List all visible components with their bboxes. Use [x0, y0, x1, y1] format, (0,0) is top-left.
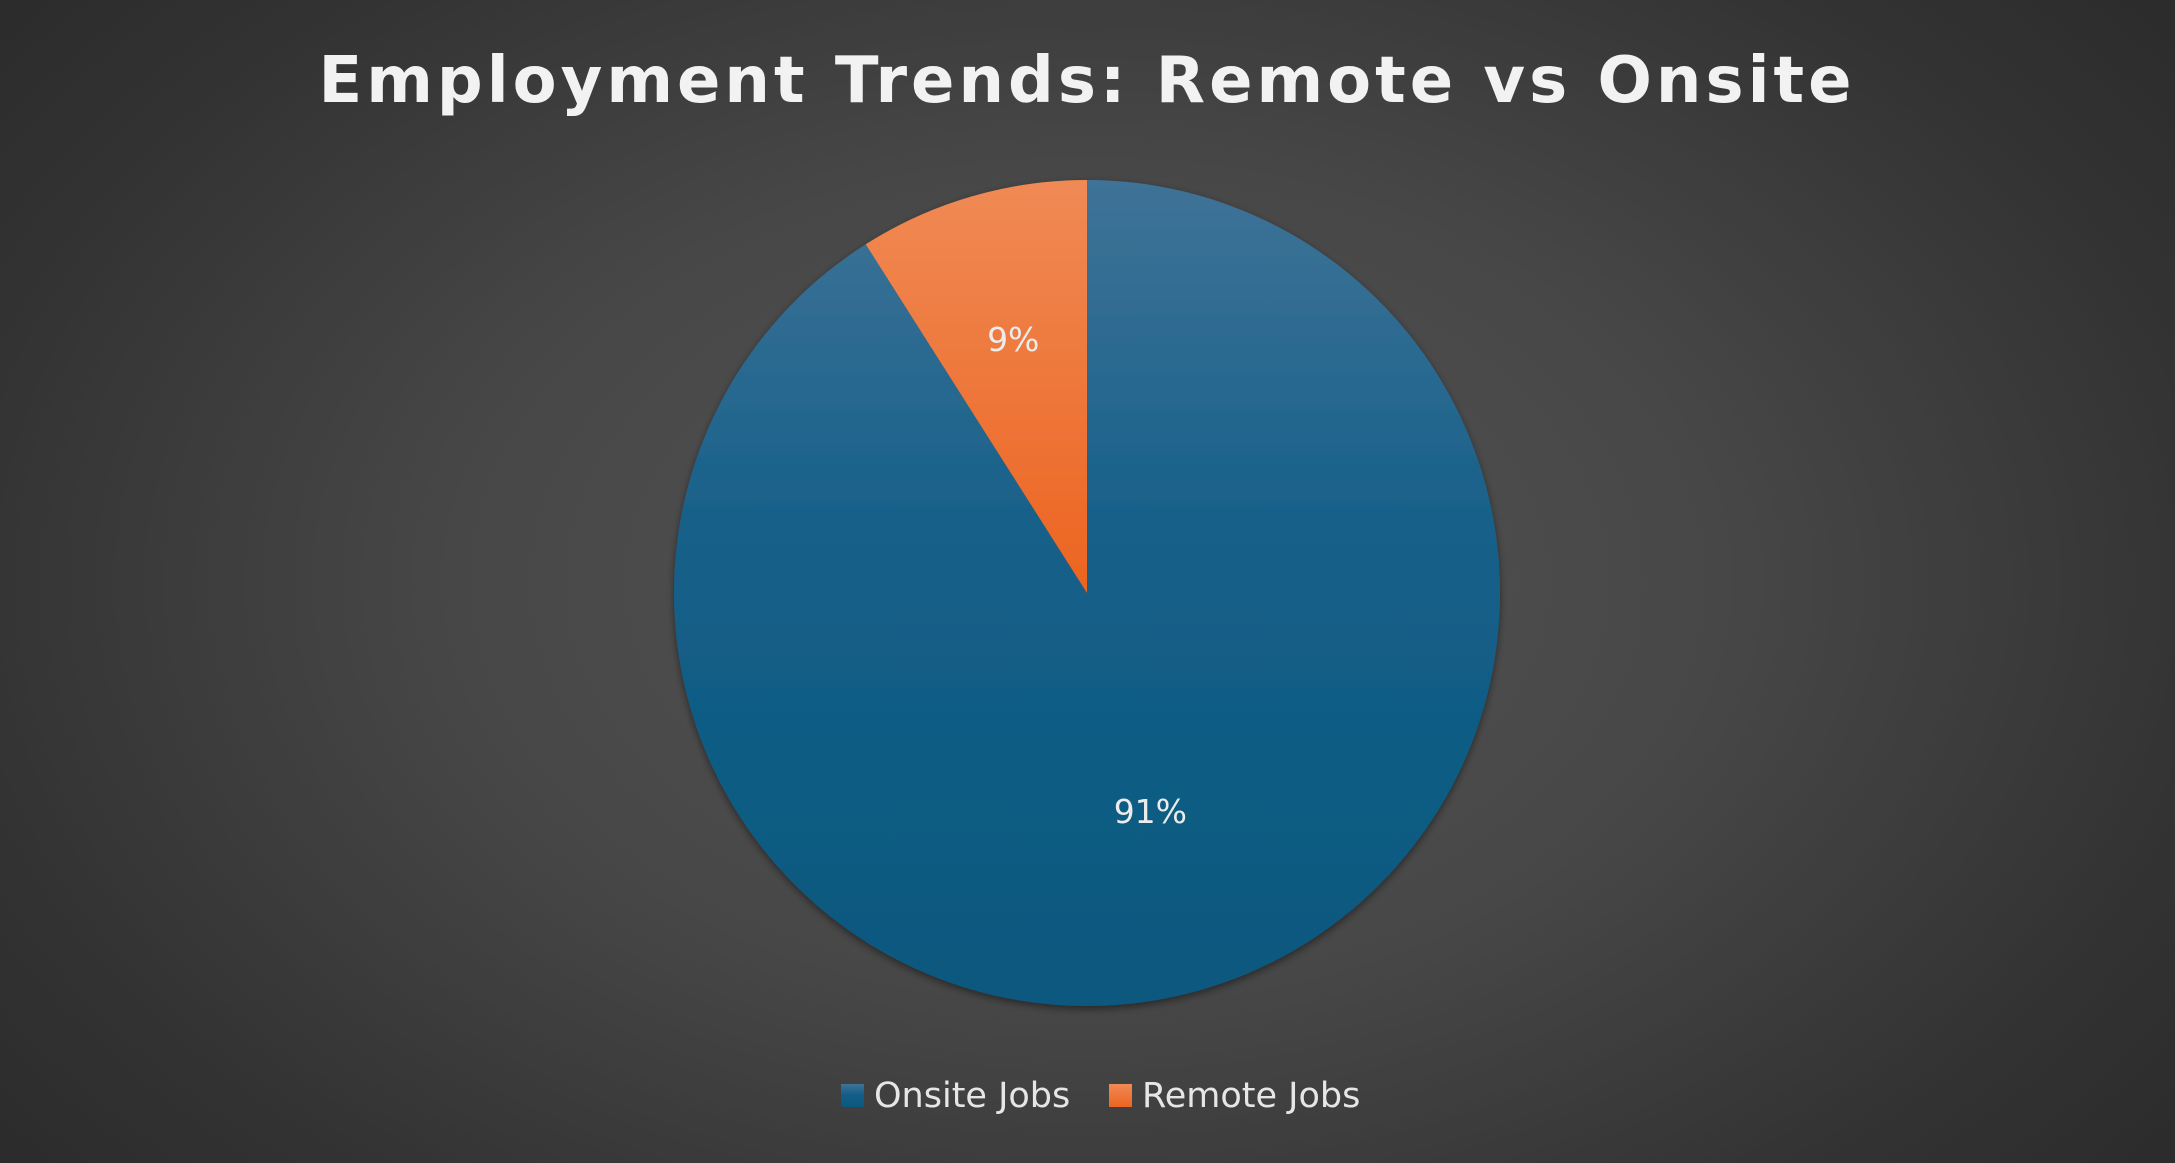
- legend-swatch-remote: [1109, 1084, 1132, 1107]
- legend-label-remote: Remote Jobs: [1142, 1076, 1360, 1116]
- data-labels: 91% 9%: [987, 320, 1187, 831]
- data-label-remote-jobs: 9%: [987, 320, 1039, 359]
- legend: Onsite Jobs Remote Jobs: [841, 1076, 1360, 1116]
- chart-title: Employment Trends: Remote vs Onsite: [318, 44, 1855, 118]
- pie-slice-remote-jobs: [865, 180, 1087, 593]
- pie-slices: [674, 180, 1500, 1006]
- legend-swatch-onsite: [841, 1084, 864, 1107]
- data-label-onsite-jobs: 91%: [1114, 792, 1187, 831]
- legend-label-onsite: Onsite Jobs: [874, 1076, 1070, 1116]
